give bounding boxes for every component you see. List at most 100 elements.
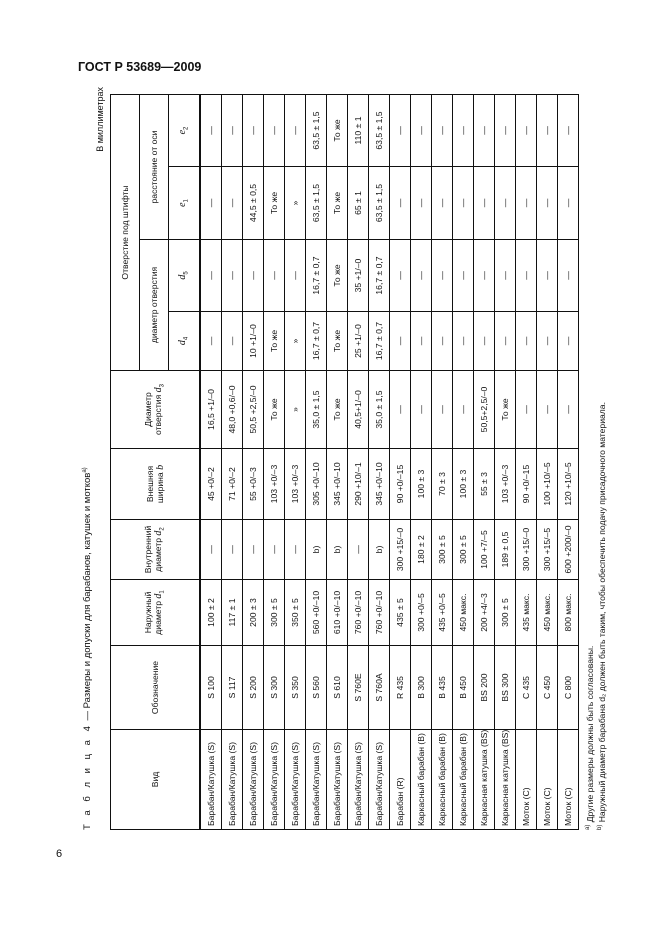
cell-d3: 16,5 +1/–0 xyxy=(200,370,222,449)
cell-b: 305 +0/–10 xyxy=(305,448,327,520)
cell-d2: — xyxy=(347,519,369,580)
cell-designation: S 100 xyxy=(200,645,222,730)
cell-b: 100 ± 3 xyxy=(452,448,474,520)
table-caption: Т а б л и ц а 4 — Размеры и допуски для … xyxy=(82,467,93,830)
cell-b: 55 +0/–3 xyxy=(242,448,264,520)
cell-b: 345 +0/–10 xyxy=(368,448,390,520)
cell-d5: То же xyxy=(326,239,348,312)
page-number: 6 xyxy=(56,848,63,860)
header-d5: d5 xyxy=(168,239,200,312)
cell-d4: — xyxy=(473,311,495,371)
cell-e2: — xyxy=(221,94,243,167)
cell-d5: — xyxy=(200,239,222,312)
cell-designation: S 610 xyxy=(326,645,348,730)
cell-d3: 35,0 ± 1,5 xyxy=(368,370,390,449)
cell-d1: 200 +4/–3 xyxy=(473,579,495,646)
table-row: Барабан/Катушка (S) S 200 200 ± 3—55 +0/–3… xyxy=(242,94,264,830)
cell-d1: 435 ± 5 xyxy=(389,579,411,646)
cell-designation: S 200 xyxy=(242,645,264,730)
cell-e1: — xyxy=(452,166,474,240)
cell-b: 90 +0/–15 xyxy=(389,448,411,520)
cell-d5: — xyxy=(389,239,411,312)
cell-e1: — xyxy=(473,166,495,240)
header-e2: e2 xyxy=(168,94,200,167)
cell-d3: — xyxy=(557,370,579,449)
cell-b: 55 ± 3 xyxy=(473,448,495,520)
cell-designation: R 435 xyxy=(389,645,411,730)
cell-vid: Барабан/Катушка (S) xyxy=(200,729,222,830)
cell-e2: 63,5 ± 1,5 xyxy=(305,94,327,167)
cell-d4: — xyxy=(494,311,516,371)
cell-e1: — xyxy=(494,166,516,240)
cell-d2: 300 ± 5 xyxy=(452,519,474,580)
cell-d1: 300 +0/–5 xyxy=(410,579,432,646)
cell-designation: B 450 xyxy=(452,645,474,730)
cell-d3: То же xyxy=(326,370,348,449)
cell-b: 70 ± 3 xyxy=(431,448,453,520)
cell-d4: 16,7 ± 0,7 xyxy=(368,311,390,371)
cell-d1: 435 +0/–5 xyxy=(431,579,453,646)
cell-d2: 300 +15/–0 xyxy=(389,519,411,580)
cell-e1: — xyxy=(410,166,432,240)
cell-d2: 189 ± 0,5 xyxy=(494,519,516,580)
cell-vid: Барабан/Катушка (S) xyxy=(368,729,390,830)
cell-d5: — xyxy=(515,239,537,312)
cell-designation: S 117 xyxy=(221,645,243,730)
cell-d4: — xyxy=(452,311,474,371)
cell-e2: — xyxy=(452,94,474,167)
header-d2: Внутренний диаметр d2 xyxy=(110,519,200,580)
cell-d3: 50,5+2,5/–0 xyxy=(473,370,495,449)
cell-d4: — xyxy=(221,311,243,371)
header-e1: e1 xyxy=(168,166,200,240)
cell-d3: 50,5 +2,5/–0 xyxy=(242,370,264,449)
header-pin-holes: Отверстие под штифты xyxy=(110,94,140,371)
cell-d3: » xyxy=(284,370,306,449)
table-row: Барабан/Катушка (S) S 300 300 ± 5—103 +0/–… xyxy=(263,94,285,830)
cell-e1: 44,5 ± 0,5 xyxy=(242,166,264,240)
cell-designation: C 450 xyxy=(536,645,558,730)
cell-vid: Моток (C) xyxy=(515,729,537,830)
rotated-table-frame: Т а б л и ц а 4 — Размеры и допуски для … xyxy=(80,87,607,830)
cell-d2: 600 +200/–0 xyxy=(557,519,579,580)
cell-vid: Барабан/Катушка (S) xyxy=(263,729,285,830)
cell-d2: 300 +15/–0 xyxy=(515,519,537,580)
cell-e1: » xyxy=(284,166,306,240)
cell-d4: 16,7 ± 0,7 xyxy=(305,311,327,371)
cell-e2: — xyxy=(200,94,222,167)
cell-e2: — xyxy=(494,94,516,167)
header-d1: Наружный диаметр d1 xyxy=(110,579,200,646)
cell-vid: Барабан/Катушка (S) xyxy=(326,729,348,830)
cell-d4: — xyxy=(536,311,558,371)
cell-d4: — xyxy=(410,311,432,371)
cell-d1: 450 макс. xyxy=(452,579,474,646)
cell-b: 90 +0/–15 xyxy=(515,448,537,520)
cell-designation: S 300 xyxy=(263,645,285,730)
cell-e1: То же xyxy=(263,166,285,240)
cell-e2: — xyxy=(263,94,285,167)
cell-d3: — xyxy=(389,370,411,449)
cell-d1: 560 +0/–10 xyxy=(305,579,327,646)
cell-d1: 117 ± 1 xyxy=(221,579,243,646)
footnotes: a) Другие размеры должны быть согласован… xyxy=(583,402,607,830)
table-row: Барабан/Катушка (S) S 610 610 +0/–10 b) 345 … xyxy=(326,94,348,830)
cell-d4: То же xyxy=(326,311,348,371)
caption-text: — Размеры и допуски для барабанов, катуш… xyxy=(82,472,94,724)
cell-b: 345 +0/–10 xyxy=(326,448,348,520)
cell-d2: — xyxy=(242,519,264,580)
cell-d5: — xyxy=(452,239,474,312)
header-d3: Диаметр отверстия d3 xyxy=(110,370,200,449)
cell-designation: C 800 xyxy=(557,645,579,730)
cell-d3: 48,0 +0,6/–0 xyxy=(221,370,243,449)
units-label: В миллиметрах xyxy=(95,87,105,152)
cell-d3: — xyxy=(410,370,432,449)
cell-d5: — xyxy=(536,239,558,312)
cell-e1: — xyxy=(536,166,558,240)
table-row: Каркасная катушка (BS) BS 200 200 +4/–3 100… xyxy=(473,94,495,830)
table-row: Каркасный барабан (B) B 450 450 макс. 300 ±… xyxy=(452,94,474,830)
cell-b: 120 +10/–5 xyxy=(557,448,579,520)
table-row: Каркасная катушка (BS) BS 300 300 ± 5 189 ±… xyxy=(494,94,516,830)
cell-d2: — xyxy=(200,519,222,580)
caption-note: a) xyxy=(82,467,88,473)
table-row: Моток (C) C 435 435 макс. 300 +15/–0 90 +0/–… xyxy=(515,94,537,830)
cell-designation: B 300 xyxy=(410,645,432,730)
